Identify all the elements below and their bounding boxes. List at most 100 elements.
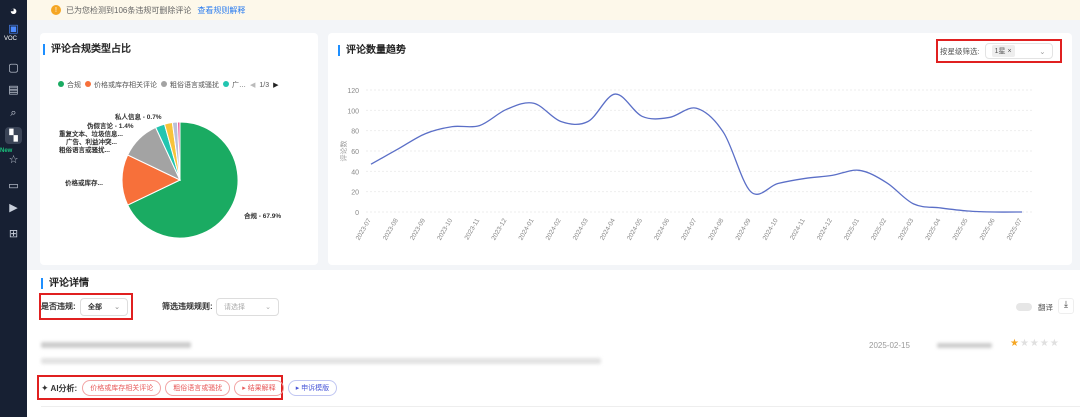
star-filter: 按星级筛选: 1星 × ⌄ bbox=[936, 39, 1062, 63]
x-tick-label: 2024-03 bbox=[572, 217, 590, 241]
pie-slice bbox=[121, 154, 182, 206]
pie-label: 重复文本、垃圾信息... bbox=[59, 131, 123, 138]
pie-label: 合规 - 67.9% bbox=[244, 213, 282, 220]
legend-page: 1/3 bbox=[259, 81, 270, 89]
legend-item[interactable]: 价格或库存相关评论 bbox=[85, 80, 157, 90]
x-tick-label: 2023-08 bbox=[382, 217, 400, 241]
violation-select[interactable]: 全部 ⌄ bbox=[80, 298, 128, 316]
pie-slice bbox=[176, 121, 181, 181]
x-tick-label: 2024-12 bbox=[816, 217, 834, 241]
pie-chart bbox=[121, 121, 239, 239]
banner-text: 已为您检测到106条违规可删除评论 bbox=[66, 5, 192, 15]
x-tick-label: 2025-01 bbox=[843, 217, 861, 241]
x-tick-label: 2025-02 bbox=[870, 217, 888, 241]
grid-icon[interactable]: ⊞ bbox=[8, 228, 19, 240]
ai-tag[interactable]: 粗俗语言或骚扰 bbox=[165, 380, 231, 396]
star-icon[interactable]: ☆ bbox=[8, 154, 19, 166]
x-tick-label: 2024-11 bbox=[789, 217, 807, 241]
y-tick-label: 100 bbox=[347, 108, 359, 115]
video-icon[interactable]: ▶ bbox=[9, 202, 18, 214]
y-tick-label: 80 bbox=[351, 129, 359, 136]
filter-tag: 1星 × bbox=[991, 45, 1015, 57]
x-tick-label: 2025-07 bbox=[1006, 217, 1024, 241]
reviewer-name-blurred bbox=[41, 342, 191, 348]
translate-label: 翻译 bbox=[1038, 303, 1053, 312]
x-tick-label: 2024-08 bbox=[707, 217, 725, 241]
y-axis-label: 评论数 bbox=[339, 141, 348, 162]
pie-card-title: 评论合规类型占比 bbox=[43, 44, 131, 55]
details-title: 评论详情 bbox=[41, 278, 89, 289]
sparkle-icon: ✦ bbox=[41, 382, 49, 393]
y-tick-label: 40 bbox=[351, 169, 359, 176]
star-filter-label: 按星级筛选: bbox=[940, 46, 980, 56]
x-tick-label: 2024-09 bbox=[734, 217, 752, 241]
review-meta-blurred bbox=[937, 343, 992, 348]
pie-slice bbox=[127, 121, 239, 239]
download-icon[interactable]: ⤓ bbox=[1058, 298, 1074, 314]
rule-select[interactable]: 请选择 ⌄ bbox=[216, 298, 279, 316]
legend-item[interactable]: 广… bbox=[223, 80, 246, 90]
x-tick-label: 2025-05 bbox=[951, 217, 969, 241]
voc-icon[interactable]: ▣ bbox=[8, 23, 19, 35]
x-tick-label: 2024-04 bbox=[599, 217, 617, 241]
y-tick-label: 0 bbox=[355, 210, 359, 217]
pie-label: 伪假言论 - 1.4% bbox=[87, 123, 134, 130]
ai-label: AI分析: bbox=[50, 383, 78, 393]
legend-item[interactable]: 合规 bbox=[58, 80, 81, 90]
x-tick-label: 2024-01 bbox=[517, 217, 535, 241]
trend-card: 评论数量趋势 按星级筛选: 1星 × ⌄ 0 20 40 60 80 100 120 评论数 2… bbox=[328, 33, 1072, 265]
pie-label: 广告、利益冲突... bbox=[66, 139, 117, 146]
x-tick-label: 2023-10 bbox=[436, 217, 454, 241]
appeal-template-button[interactable]: ▸ 申诉模版 bbox=[287, 380, 338, 396]
new-badge: New bbox=[0, 148, 13, 154]
ai-analysis-row: ✦ AI分析: 价格或库存相关评论 粗俗语言或骚扰 ▸ 结果解释 ▸ 申诉模版 bbox=[41, 380, 341, 396]
sidebar: ◕ ▣ VOC ▢ ▤ ⌕ ▚ New ☆ ▭ ▶ ⊞ bbox=[0, 0, 27, 417]
y-tick-label: 120 bbox=[347, 88, 359, 95]
pie-card: 评论合规类型占比 合规 价格或库存相关评论 粗俗语言或骚扰 广… ◀ 1/3 ▶… bbox=[40, 33, 318, 265]
x-tick-label: 2024-10 bbox=[762, 217, 780, 241]
x-tick-label: 2024-02 bbox=[545, 217, 563, 241]
legend-prev-icon[interactable]: ◀ bbox=[250, 82, 256, 89]
legend-next-icon[interactable]: ▶ bbox=[273, 82, 279, 89]
chevron-down-icon: ⌄ bbox=[1039, 46, 1046, 56]
divider bbox=[41, 406, 1080, 407]
x-tick-label: 2024-07 bbox=[680, 217, 698, 241]
series-line bbox=[370, 93, 1023, 213]
comment-details: 评论详情 是否违规: 全部 ⌄ 筛选违规规则: 请选择 ⌄ 翻译 ⤓ 2025-02… bbox=[27, 270, 1080, 417]
x-tick-label: 2023-07 bbox=[355, 217, 373, 241]
pie-label: 粗俗语言或骚扰... bbox=[59, 147, 110, 154]
legend-item[interactable]: 粗俗语言或骚扰 bbox=[161, 80, 219, 90]
line-chart: 0 20 40 60 80 100 120 评论数 2023-07 2023-08 2023-09 2… bbox=[339, 88, 1032, 242]
x-tick-label: 2025-06 bbox=[979, 217, 997, 241]
star-rating: ★★★★★ bbox=[1010, 338, 1060, 349]
doc-icon[interactable]: ▤ bbox=[8, 84, 19, 96]
x-tick-label: 2023-11 bbox=[463, 217, 481, 241]
chevron-down-icon: ⌄ bbox=[265, 304, 271, 311]
store-icon[interactable]: ▚ bbox=[5, 127, 22, 144]
logo-icon: ◕ bbox=[9, 3, 18, 18]
highlight-box bbox=[39, 293, 133, 320]
search-icon[interactable]: ⌕ bbox=[10, 107, 17, 119]
violation-banner: ! 已为您检测到106条违规可删除评论 查看规则解释 bbox=[27, 0, 1080, 20]
brand-label: VOC bbox=[4, 36, 18, 42]
result-explain-button[interactable]: ▸ 结果解释 bbox=[234, 380, 284, 396]
review-text-blurred bbox=[41, 358, 601, 364]
y-tick-label: 60 bbox=[351, 149, 359, 156]
x-tick-label: 2023-09 bbox=[409, 217, 427, 241]
violation-label: 是否违规: bbox=[41, 302, 76, 311]
review-date: 2025-02-15 bbox=[869, 341, 910, 350]
rule-label: 筛选违规规则: bbox=[162, 302, 213, 311]
chevron-down-icon: ⌄ bbox=[114, 304, 120, 311]
chat-icon[interactable]: ▢ bbox=[8, 62, 19, 74]
remove-tag-icon[interactable]: × bbox=[1007, 48, 1012, 55]
star-filter-select[interactable]: 1星 × ⌄ bbox=[984, 43, 1053, 59]
message-icon[interactable]: ▭ bbox=[8, 180, 19, 192]
rule-explain-link[interactable]: 查看规则解释 bbox=[197, 5, 246, 15]
x-tick-label: 2024-06 bbox=[653, 217, 671, 241]
x-tick-label: 2025-03 bbox=[897, 217, 915, 241]
x-tick-label: 2023-12 bbox=[490, 217, 508, 241]
ai-tag[interactable]: 价格或库存相关评论 bbox=[82, 380, 162, 396]
translate-toggle[interactable] bbox=[1016, 303, 1032, 311]
x-tick-label: 2024-05 bbox=[626, 217, 644, 241]
y-tick-label: 20 bbox=[351, 190, 359, 197]
